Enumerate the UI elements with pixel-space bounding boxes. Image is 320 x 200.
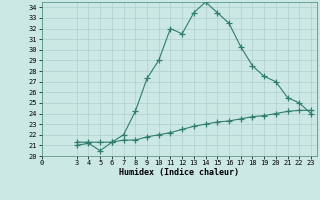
X-axis label: Humidex (Indice chaleur): Humidex (Indice chaleur) [119,168,239,177]
